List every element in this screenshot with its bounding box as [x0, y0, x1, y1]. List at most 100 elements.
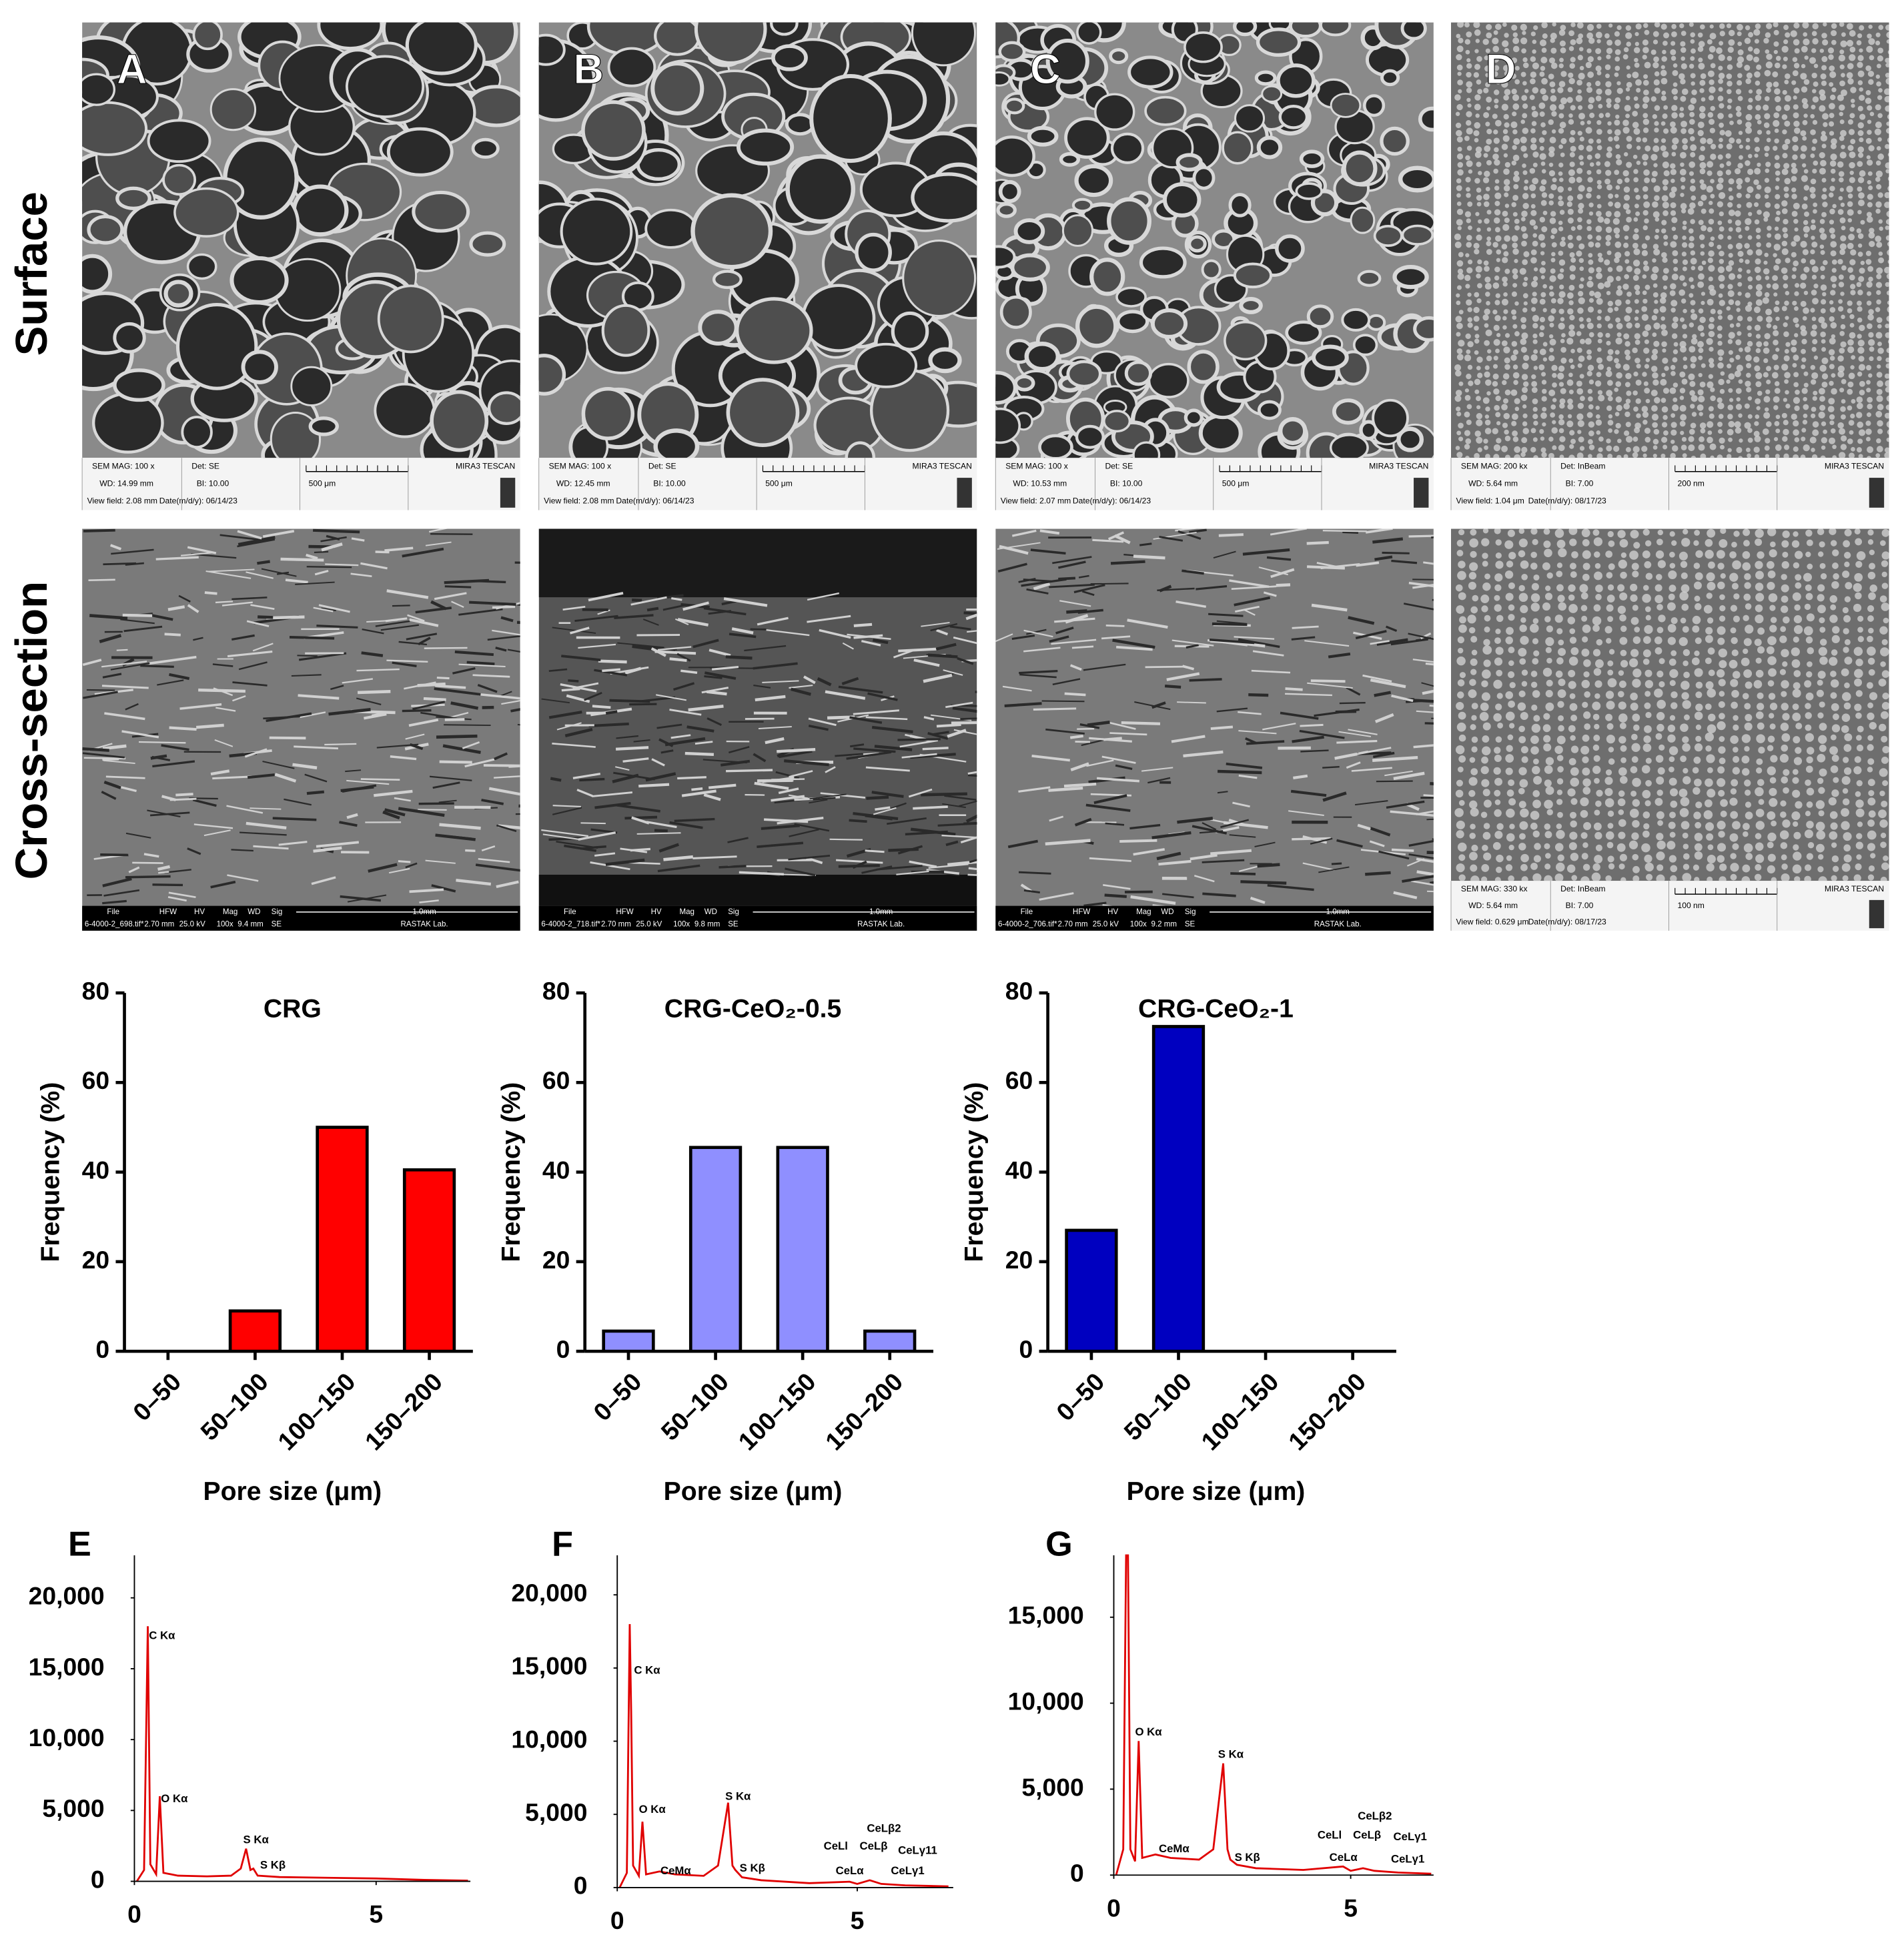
- particle: [1619, 637, 1628, 645]
- particle: [1782, 129, 1787, 135]
- particle: [1614, 387, 1619, 392]
- streak: [1049, 583, 1095, 589]
- particle: [1514, 406, 1520, 412]
- streak: [507, 649, 520, 653]
- streak: [570, 627, 590, 635]
- particle: [1876, 274, 1882, 280]
- streak: [1031, 755, 1071, 762]
- particle: [1792, 135, 1799, 143]
- info-text: Det: SE: [1105, 462, 1133, 471]
- streak: [205, 570, 252, 579]
- particle: [1672, 357, 1678, 363]
- particle: [1466, 419, 1472, 426]
- particle: [1868, 276, 1873, 282]
- particle: [1465, 49, 1470, 55]
- particle: [1588, 241, 1594, 248]
- particle: [1606, 701, 1615, 710]
- pore: [1295, 182, 1323, 200]
- particle: [1503, 309, 1508, 314]
- particle: [1857, 340, 1865, 347]
- particle: [1747, 396, 1753, 401]
- particle: [1819, 701, 1825, 708]
- streak: [82, 747, 109, 752]
- particle: [1881, 551, 1889, 560]
- particle: [1806, 539, 1813, 546]
- streak: [324, 743, 357, 746]
- pore: [345, 55, 425, 118]
- particle: [1876, 81, 1881, 87]
- streak: [1071, 645, 1094, 649]
- info-text: Mag: [223, 908, 237, 916]
- particle: [1688, 104, 1695, 111]
- particle: [1558, 548, 1567, 558]
- streak: [101, 791, 117, 800]
- particle: [1539, 71, 1545, 77]
- particle: [1757, 646, 1765, 654]
- streak: [408, 718, 439, 727]
- particle: [1810, 113, 1815, 119]
- particle: [1552, 372, 1557, 378]
- particle: [1605, 234, 1612, 242]
- particle: [1458, 37, 1464, 43]
- texture: [538, 528, 977, 906]
- particle: [1569, 703, 1578, 711]
- particle: [1548, 193, 1554, 199]
- particle: [1634, 358, 1640, 364]
- streak: [808, 717, 837, 727]
- particle: [1596, 639, 1603, 646]
- particle: [1654, 127, 1659, 133]
- particle: [1831, 30, 1837, 37]
- particle: [1680, 203, 1687, 210]
- particle: [1530, 128, 1536, 133]
- particle: [1605, 370, 1612, 378]
- particle: [1644, 669, 1652, 677]
- particle: [1766, 130, 1771, 135]
- particle: [1538, 234, 1545, 241]
- particle: [1558, 220, 1563, 226]
- particle: [1582, 538, 1590, 546]
- particle: [1783, 25, 1789, 30]
- particle: [1844, 733, 1853, 741]
- particle: [1474, 122, 1481, 129]
- particle: [1709, 242, 1715, 248]
- particle: [1813, 390, 1818, 396]
- particle: [1514, 79, 1520, 85]
- particle: [1495, 79, 1501, 85]
- particle: [1484, 218, 1490, 224]
- particle: [1671, 55, 1677, 61]
- particle: [1662, 348, 1667, 353]
- particle: [1530, 681, 1538, 689]
- particle: [1709, 86, 1716, 93]
- panel-label: D: [1486, 46, 1516, 93]
- particle: [1530, 31, 1536, 37]
- particle: [1481, 538, 1490, 546]
- particle: [1681, 120, 1687, 127]
- particle: [1819, 656, 1828, 665]
- particle: [1657, 560, 1667, 568]
- particle: [1793, 615, 1803, 624]
- particle: [1838, 274, 1844, 280]
- particle: [1633, 248, 1640, 256]
- particle: [1546, 657, 1552, 664]
- particle: [1793, 736, 1801, 744]
- particle: [1793, 202, 1800, 210]
- particle: [1811, 406, 1817, 412]
- particle: [1886, 121, 1889, 126]
- particle: [1736, 177, 1743, 185]
- particle: [1578, 355, 1585, 362]
- particle: [1522, 282, 1528, 287]
- particle: [1605, 73, 1610, 79]
- particle: [1773, 306, 1780, 313]
- particle: [1549, 104, 1557, 111]
- streak: [1346, 761, 1361, 769]
- particle: [1819, 364, 1827, 372]
- streak: [363, 713, 387, 720]
- particle: [1474, 63, 1481, 70]
- particle: [1738, 234, 1743, 239]
- streak: [825, 766, 836, 773]
- info-text: HV: [651, 908, 662, 916]
- particle: [1757, 119, 1762, 125]
- particle: [1875, 236, 1882, 242]
- particle: [1672, 250, 1679, 256]
- particle: [1745, 177, 1751, 183]
